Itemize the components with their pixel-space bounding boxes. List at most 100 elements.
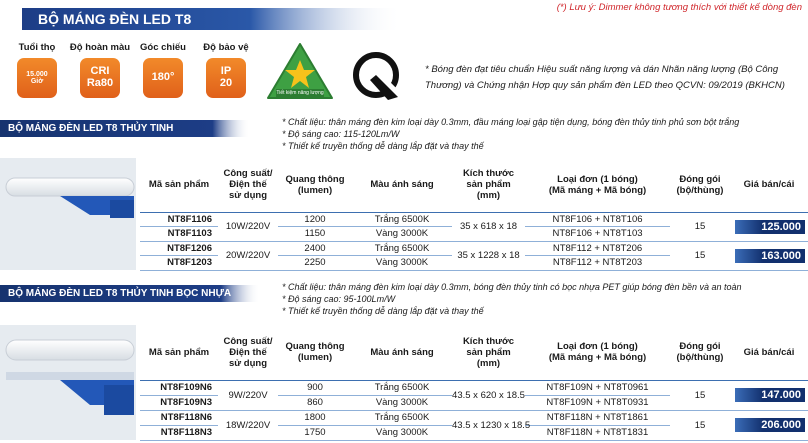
section-title: BỘ MÁNG ĐÈN LED T8 THỦY TINH [8, 123, 174, 134]
section-bar [0, 120, 250, 137]
feature-icon-text: Giờ [30, 78, 44, 85]
combo: NT8F112 + NT8T203 [525, 255, 670, 271]
header-line: (bộ/thùng) [676, 352, 724, 364]
product-row: NT8F1103 1150 Vàng 3000K NT8F106 + NT8T103 [140, 226, 808, 242]
combo: NT8F118N + NT8T1831 [525, 425, 670, 441]
header-line: Mã sản phẩm [148, 179, 210, 191]
product-code: NT8F118N3 [140, 425, 218, 441]
packing: 15 [670, 380, 730, 411]
feature-label: Độ bảo vệ [203, 42, 249, 53]
header-line: Giá bán/cái [743, 346, 795, 358]
header-cell: Mã sản phẩm [140, 158, 218, 213]
header-row: Mã sản phẩm Công suất/Điện thế sử dụng Quan… [140, 158, 808, 213]
price-cell: 206.000 [730, 410, 808, 441]
header-line: (Mã máng + Mã bóng) [548, 184, 647, 196]
size: 35 x 1228 x 18 [452, 241, 525, 271]
product-code: NT8F1106 [140, 212, 218, 227]
header-line: Màu ánh sáng [370, 346, 434, 358]
light-color: Vàng 3000K [352, 226, 452, 242]
product-row: NT8F1206 20W/220V 2400 Trắng 6500K 35 x 1228… [140, 241, 808, 271]
product-image [0, 325, 136, 440]
header-cell: Công suất/Điện thế sử dụng [218, 158, 278, 213]
header-cell: Công suất/Điện thế sử dụng [218, 325, 278, 381]
header-line: Quang thông [285, 173, 345, 185]
header-line: (lumen) [297, 352, 333, 364]
header-line: (lumen) [297, 184, 333, 196]
size: 43.5 x 620 x 18.5 [452, 380, 525, 411]
header-line: Giá bán/cái [743, 179, 795, 191]
header-cell: Giá bán/cái [730, 158, 808, 213]
feature-label: Độ hoàn màu [69, 42, 131, 53]
power: 20W/220V [218, 241, 278, 271]
combo: NT8F106 + NT8T106 [525, 212, 670, 227]
feature-icon: 180° [143, 58, 183, 98]
header-line: (Mã máng + Mã bóng) [548, 352, 647, 364]
bullet: * Thiết kế truyền thống dễ dàng lắp đặt … [282, 141, 484, 151]
header-line: Điện thế [229, 179, 267, 191]
header-cell: Loại đơn (1 bóng) (Mã máng + Mã bóng) [525, 325, 670, 381]
light-color: Trắng 6500K [352, 241, 452, 256]
packing: 15 [670, 241, 730, 271]
energy-badge [267, 43, 333, 99]
header-cell: Kích thước sản phẩm (mm) [452, 325, 525, 381]
lumen: 2400 [278, 241, 352, 256]
product-row: NT8F1203 2250 Vàng 3000K NT8F112 + NT8T203 [140, 255, 808, 271]
product-row: NT8F118N3 1750 Vàng 3000K NT8F118N + NT8T18… [140, 425, 808, 441]
price-cell: 125.000 [730, 212, 808, 242]
header-cell: Kích thước sản phẩm (mm) [452, 158, 525, 213]
feature-icon-text: IP [220, 65, 232, 78]
header-line: sản phẩm [466, 179, 511, 191]
header-cell: Loại đơn (1 bóng) (Mã máng + Mã bóng) [525, 158, 670, 213]
power: 10W/220V [218, 212, 278, 242]
header-line: Quang thông [285, 341, 345, 353]
light-color: Trắng 6500K [352, 380, 452, 396]
feature-icon-text: Ra80 [86, 77, 114, 89]
section-bar [0, 285, 260, 302]
feature-label: Góc chiếu [140, 42, 186, 53]
energy-badge-text: Tiết kiệm năng lượng [276, 90, 324, 96]
header-line: sử dụng [228, 190, 267, 202]
header-line: Màu ánh sáng [370, 179, 434, 191]
bullet: * Chất liệu: thân máng đèn kim loại dày … [282, 117, 740, 127]
header-line: (bộ/thùng) [676, 184, 724, 196]
product-row: NT8F109N3 860 Vàng 3000K NT8F109N + NT8T093… [140, 395, 808, 411]
feature-icon-text: 180° [151, 71, 175, 84]
light-color: Vàng 3000K [352, 255, 452, 271]
combo: NT8F106 + NT8T103 [525, 226, 670, 242]
header-cell: Màu ánh sáng [352, 325, 452, 381]
price: 163.000 [735, 248, 805, 263]
power: 9W/220V [218, 380, 278, 411]
header-line: Kích thước [462, 335, 515, 347]
title: BỘ MÁNG ĐÈN LED T8 [38, 11, 192, 27]
header-row: Mã sản phẩm Công suất/Điện thế sử dụng Quan… [140, 325, 808, 381]
header-line: (mm) [476, 190, 501, 202]
feature-icon: CRI Ra80 [80, 58, 120, 98]
bullet: * Độ sáng cao: 115-120Lm/W [282, 129, 400, 139]
header-cell: Mã sản phẩm [140, 325, 218, 381]
section-title: BỘ MÁNG ĐÈN LED T8 THỦY TINH BỌC NHỰA [8, 288, 232, 299]
lumen: 1200 [278, 212, 352, 227]
lumen: 1150 [278, 226, 352, 242]
header-line: Điện thế [229, 346, 267, 358]
header-cell: Quang thông (lumen) [278, 325, 352, 381]
feature-icon-text: 20 [219, 77, 233, 89]
header-cell: Quang thông (lumen) [278, 158, 352, 213]
product-code: NT8F1206 [140, 241, 218, 256]
feature-icon-text: 15.000 [26, 70, 48, 78]
qr-logo [353, 52, 399, 100]
header-line: Công suất/ [223, 335, 273, 347]
bullet: * Thiết kế truyền thống dễ dàng lắp đặt … [282, 306, 484, 316]
header-line: Mã sản phẩm [148, 346, 210, 358]
size: 43.5 x 1230 x 18.5 [452, 410, 530, 441]
product-row: NT8F118N6 18W/220V 1800 Trắng 6500K 43.5 x 1… [140, 410, 808, 441]
price: 206.000 [735, 418, 805, 432]
product-code: NT8F1103 [140, 226, 218, 242]
combo: NT8F109N + NT8T0961 [525, 380, 670, 396]
light-color: Vàng 3000K [352, 395, 452, 411]
bullet: * Độ sáng cao: 95-100Lm/W [282, 294, 396, 304]
header-line: Đóng gói [679, 341, 721, 353]
price: 147.000 [735, 388, 805, 402]
feature-icon: IP 20 [206, 58, 246, 98]
header-line: Loại đơn (1 bóng) [557, 341, 638, 353]
